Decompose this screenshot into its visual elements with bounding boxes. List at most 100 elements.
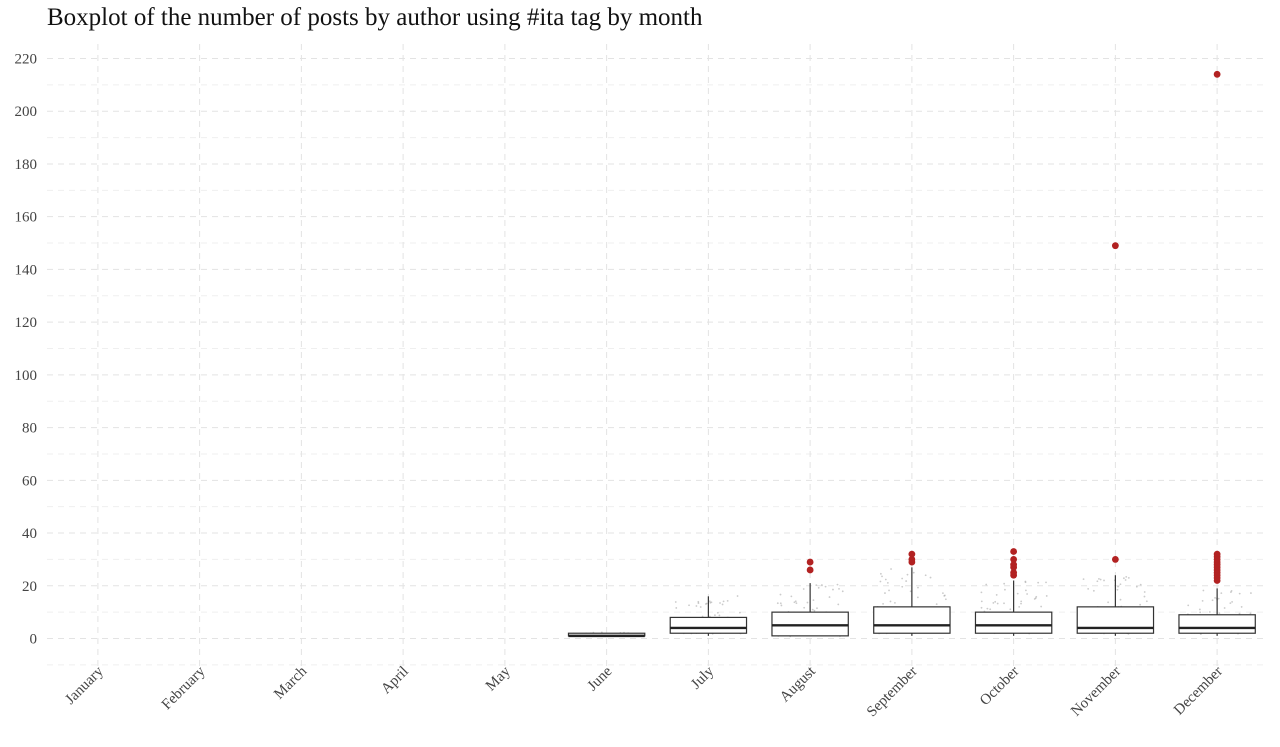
jitter-point	[838, 587, 840, 590]
x-tick-label: April	[378, 664, 412, 698]
y-tick-label: 0	[30, 632, 38, 648]
jitter-point	[841, 590, 844, 593]
y-tick-label: 220	[15, 52, 38, 68]
y-tick-label: 20	[22, 579, 37, 595]
jitter-point	[1020, 602, 1022, 605]
jitter-point	[779, 593, 782, 596]
jitter-point	[1187, 604, 1190, 607]
jitter-point	[816, 607, 818, 610]
chart-title: Boxplot of the number of posts by author…	[47, 4, 703, 31]
jitter-point	[1208, 611, 1211, 613]
x-tick-label: July	[688, 663, 717, 692]
jitter-point	[884, 592, 886, 594]
jitter-point	[944, 598, 947, 601]
jitter-point	[1229, 602, 1232, 604]
outlier-point	[1213, 550, 1221, 558]
jitter-point	[886, 582, 889, 584]
box-layer	[567, 567, 1256, 638]
jitter-point	[736, 595, 739, 597]
outlier-point	[1111, 556, 1119, 563]
jitter-point	[1249, 612, 1252, 615]
y-tick-label: 180	[15, 157, 38, 173]
jitter-point	[1199, 611, 1202, 614]
jitter-point	[1135, 585, 1138, 588]
jitter-point	[986, 607, 989, 610]
outlier-point	[1010, 561, 1018, 569]
x-tick-label: March	[271, 663, 310, 702]
jitter-point	[1143, 591, 1146, 593]
jitter-point	[985, 583, 988, 586]
jitter-point	[1238, 612, 1241, 615]
outlier-point	[908, 550, 916, 558]
jitter-point	[980, 606, 983, 609]
jitter-point	[912, 571, 915, 574]
jitter-point	[688, 604, 690, 607]
jitter-point	[790, 595, 793, 598]
jitter-point	[882, 602, 884, 605]
jitter-point	[795, 602, 798, 605]
box-iqr	[974, 611, 1053, 634]
jitter-point	[889, 600, 892, 603]
jitter-point	[1214, 596, 1216, 599]
jitter-point	[1119, 583, 1122, 586]
jitter-point	[992, 602, 995, 604]
jitter-point	[1201, 599, 1204, 602]
jitter-point	[1092, 589, 1095, 592]
jitter-point	[1035, 595, 1038, 598]
jitter-point	[806, 601, 809, 604]
jitter-point	[716, 611, 719, 614]
jitter-point	[815, 584, 818, 587]
jitter-point	[1003, 582, 1006, 585]
jitter-point	[942, 592, 944, 595]
y-tick-label: 80	[22, 421, 37, 437]
jitter-point	[901, 585, 904, 588]
y-tick-label: 140	[15, 262, 38, 278]
jitter-point	[1096, 580, 1099, 583]
jitter-point	[1025, 589, 1027, 592]
outlier-point	[1010, 569, 1018, 576]
jitter-point	[994, 600, 997, 603]
x-tick-label: June	[585, 663, 616, 694]
jitter-point	[721, 603, 724, 606]
x-tick-label: February	[159, 663, 209, 713]
jitter-point	[739, 611, 741, 614]
jitter-point	[917, 586, 919, 589]
x-tick-label: November	[1068, 664, 1124, 720]
y-tick-label: 100	[15, 368, 38, 384]
y-tick-label: 160	[15, 210, 38, 226]
jitter-point	[1024, 580, 1027, 583]
jitter-point	[697, 602, 700, 605]
jitter-point	[708, 600, 711, 603]
y-tick-label: 40	[22, 526, 37, 542]
jitter-point	[811, 608, 814, 611]
jitter-point	[718, 614, 721, 617]
jitter-point	[695, 605, 698, 607]
outlier-point	[1010, 556, 1018, 563]
jitter-point	[779, 602, 782, 605]
jitter-point	[812, 599, 815, 602]
outlier-point	[1010, 548, 1018, 555]
jitter-point	[980, 591, 983, 594]
jitter-point	[1018, 605, 1021, 608]
jitter-point	[1045, 595, 1048, 597]
jitter-point	[890, 568, 892, 570]
jitter-point	[909, 590, 912, 593]
jitter-point	[881, 575, 883, 578]
jitter-point	[1103, 579, 1105, 582]
y-tick-label: 60	[22, 473, 37, 489]
jitter-point	[1020, 600, 1023, 603]
jitter-point	[1107, 601, 1110, 604]
jitter-point	[1211, 599, 1214, 602]
box-iqr	[1076, 606, 1155, 634]
outlier-point	[806, 566, 814, 574]
jitter-point	[1238, 592, 1241, 595]
jitter-point	[1122, 577, 1125, 580]
jitter-point	[1040, 605, 1043, 608]
jitter-point	[722, 600, 725, 603]
outlier-layer	[806, 70, 1221, 584]
jitter-point	[1124, 579, 1127, 581]
jitter-point	[697, 600, 700, 603]
jitter-point	[916, 596, 919, 599]
jitter-point	[1223, 607, 1226, 609]
